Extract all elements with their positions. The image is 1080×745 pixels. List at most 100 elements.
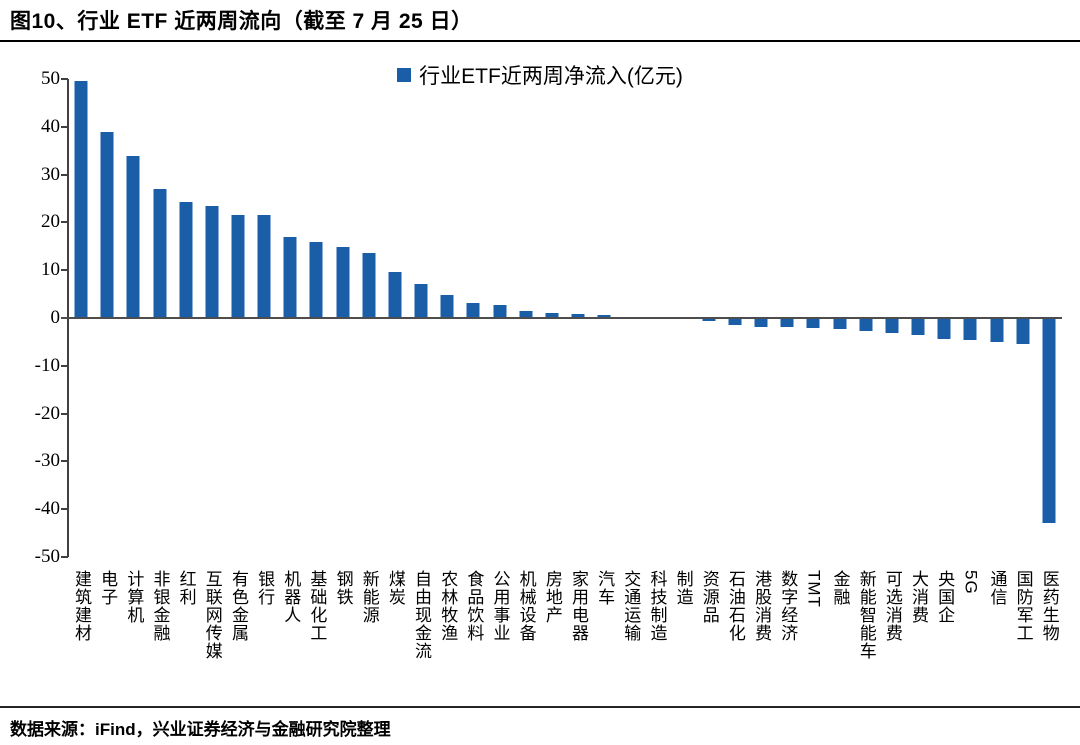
x-slot: 港股消费 <box>748 570 774 695</box>
x-slot: 食品饮料 <box>460 570 486 695</box>
bar <box>283 236 297 318</box>
x-slot: 房地产 <box>539 570 565 695</box>
bar-slot <box>94 79 120 557</box>
bar <box>702 318 716 321</box>
x-tick-label: 食品饮料 <box>464 570 484 642</box>
bar <box>728 318 742 326</box>
x-tick-label: 金融 <box>830 570 850 606</box>
x-slot: 科技制造 <box>643 570 669 695</box>
y-tick-mark <box>61 412 68 415</box>
y-tick-label: -20 <box>34 402 60 424</box>
x-tick-label: 基础化工 <box>307 570 327 642</box>
chart-legend: 行业ETF近两周净流入(亿元) <box>0 60 1080 90</box>
x-tick-label: 煤炭 <box>385 570 405 606</box>
bar <box>309 241 323 318</box>
y-tick-label: -40 <box>34 498 60 520</box>
x-tick-label: 房地产 <box>542 570 562 624</box>
x-slot: 银行 <box>251 570 277 695</box>
bar <box>231 215 245 318</box>
y-tick-label: -30 <box>34 450 60 472</box>
chart-footer: 数据来源：iFind，兴业证券经济与金融研究院整理 <box>0 706 1080 740</box>
x-tick-label: 钢铁 <box>333 570 353 606</box>
bar <box>597 315 611 318</box>
x-slot: 机械设备 <box>513 570 539 695</box>
bar-slot <box>146 79 172 557</box>
bar-series <box>68 79 1062 557</box>
bar <box>336 247 350 318</box>
x-tick-label: 制造 <box>673 570 693 606</box>
x-slot: 金融 <box>827 570 853 695</box>
x-slot: 有色金属 <box>225 570 251 695</box>
x-tick-label: 大消费 <box>909 570 928 624</box>
x-tick-label: 农林牧渔 <box>438 570 458 642</box>
bar <box>1042 318 1056 523</box>
bar-slot <box>460 79 486 557</box>
x-tick-label: 新能智能车 <box>856 570 876 660</box>
x-tick-label: 公用事业 <box>490 570 510 642</box>
bar-slot <box>931 79 957 557</box>
x-slot: 钢铁 <box>330 570 356 695</box>
x-tick-label: 机械设备 <box>516 570 536 642</box>
bar <box>362 253 376 318</box>
bar <box>859 318 873 331</box>
x-tick-label: 交通运输 <box>621 570 641 642</box>
y-tick-mark <box>61 269 68 272</box>
bar <box>74 81 88 318</box>
bar <box>153 188 167 318</box>
x-slot: 计算机 <box>120 570 146 695</box>
y-tick-mark <box>61 125 68 128</box>
y-axis-labels: 50 40 30 20 10 0 -10 -20 -30 -40 -50 <box>14 68 60 567</box>
bar-slot <box>68 79 94 557</box>
bar-slot <box>487 79 513 557</box>
x-slot: 互联网传媒 <box>199 570 225 695</box>
bar-slot <box>905 79 931 557</box>
x-tick-label: 计算机 <box>124 570 144 624</box>
y-tick-mark <box>61 173 68 176</box>
x-tick-label: 自由现金流 <box>412 570 432 660</box>
bar <box>100 131 114 318</box>
bar-slot <box>120 79 146 557</box>
bar <box>990 318 1004 343</box>
legend-label: 行业ETF近两周净流入(亿元) <box>419 65 683 88</box>
x-slot: 数字经济 <box>774 570 800 695</box>
x-slot: 制造 <box>670 570 696 695</box>
y-tick-label: -50 <box>34 546 60 567</box>
x-slot: 通信 <box>983 570 1009 695</box>
x-tick-label: 银行 <box>255 570 275 606</box>
x-slot: 央国企 <box>931 570 957 695</box>
x-tick-label: 汽车 <box>595 570 615 606</box>
y-tick-label: 20 <box>41 211 60 233</box>
page-title: 图10、行业 ETF 近两周流向（截至 7 月 25 日） <box>10 10 473 33</box>
x-tick-label: 新能源 <box>359 570 379 624</box>
x-tick-label: 非银金融 <box>150 570 170 642</box>
bar-slot <box>408 79 434 557</box>
bar <box>388 272 402 318</box>
x-tick-label: TMT <box>804 570 824 608</box>
x-slot: 基础化工 <box>303 570 329 695</box>
x-tick-label: 有色金属 <box>228 570 248 642</box>
bar-slot <box>853 79 879 557</box>
bar <box>911 318 925 336</box>
bar-slot <box>277 79 303 557</box>
bar <box>257 215 271 318</box>
chart-header: 图10、行业 ETF 近两周流向（截至 7 月 25 日） <box>0 0 1080 42</box>
x-tick-label: 机器人 <box>281 570 301 624</box>
x-tick-label: 港股消费 <box>752 570 772 642</box>
x-slot: 可选消费 <box>879 570 905 695</box>
x-tick-label: 科技制造 <box>647 570 667 642</box>
y-tick-label: 50 <box>41 68 60 89</box>
x-slot: 石油石化 <box>722 570 748 695</box>
x-slot: 非银金融 <box>146 570 172 695</box>
x-slot: 医药生物 <box>1036 570 1062 695</box>
bar <box>885 318 899 334</box>
x-slot: 机器人 <box>277 570 303 695</box>
y-tick-mark <box>61 78 68 80</box>
bar-slot <box>225 79 251 557</box>
x-slot: 新能源 <box>356 570 382 695</box>
bar <box>571 314 585 318</box>
bar-slot <box>879 79 905 557</box>
x-slot: 汽车 <box>591 570 617 695</box>
bar-slot <box>591 79 617 557</box>
bar-slot <box>173 79 199 557</box>
x-tick-label: 医药生物 <box>1039 570 1059 642</box>
